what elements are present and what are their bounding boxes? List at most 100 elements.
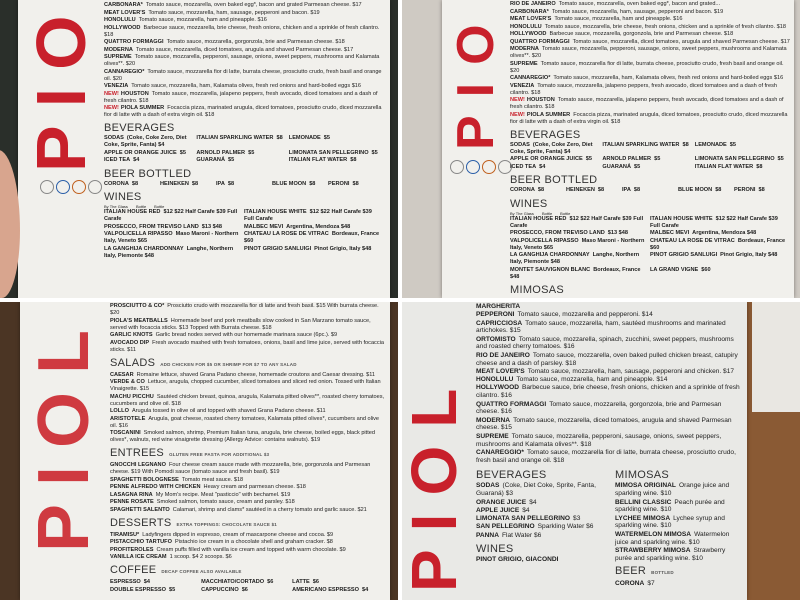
item-name: SPAGHETTI BOLOGNESE	[110, 476, 179, 483]
item-description: $6	[312, 579, 319, 585]
item-name: TIRAMISU*	[110, 531, 140, 538]
item-description: Strawberry purée and sparkling wine. $10	[615, 546, 726, 562]
wine-header: By The Glass Bottle Bottle	[104, 204, 384, 209]
menu-item: CARBONARA* Tomato sauce, mozzarella, ham,…	[510, 9, 790, 16]
item-name: CARBONARA*	[104, 2, 143, 8]
item-description: Barbecue sauce, brie cheese, fresh onion…	[476, 384, 740, 400]
menu-item: QUATTRO FORMAGGI Tomato sauce, mozzarella…	[104, 39, 384, 46]
item-name: CARBONARA*	[510, 8, 549, 15]
item-name: SODAS	[476, 482, 500, 490]
item-name: LEMONADE	[288, 135, 321, 141]
item-name: STRAWBERRY MIMOSA	[615, 546, 691, 554]
item-name: MALBEC MEVI	[650, 230, 690, 236]
item-name: BLUE MOON	[272, 180, 307, 187]
wine-header-label: By The Glass	[510, 210, 534, 216]
item-name: AMERICANO ESPRESSO	[292, 586, 359, 593]
menu-item: HONOLULU Tomato sauce, mozzarella, ham an…	[104, 17, 384, 24]
item-description: $4	[133, 157, 140, 163]
item-description: $8	[715, 187, 722, 193]
item-name: VENEZIA	[104, 83, 129, 89]
item-description: $5	[323, 135, 331, 141]
wine-header-label: Bottle	[560, 210, 571, 216]
item-description: Pinot Grigio, Italy $48	[314, 245, 372, 252]
item-name: MODERNA	[476, 416, 511, 424]
new-badge: NEW!	[510, 97, 525, 103]
item-description: $8	[352, 180, 359, 187]
section-title-text: BEVERAGES	[476, 469, 547, 482]
menu-item: CANNAREGIO* Tomato sauce, mozzarella, ham…	[510, 75, 790, 82]
menu-section: PROSCIUTTO & CO* Prosciutto crudo with mo…	[110, 303, 386, 354]
item-name: PROFITEROLES	[110, 546, 154, 553]
menu-item: QUATTRO FORMAGGI Tomato sauce, mozzarella…	[510, 39, 790, 46]
menu-item: LIMONATA SAN PELLEGRINO $3	[476, 515, 603, 523]
item-name: APPLE JUICE	[476, 506, 520, 514]
menu-item: AMERICANO ESPRESSO $4	[292, 587, 383, 594]
item-description: Tomato sauce, mozzarella, oven baked egg…	[558, 1, 721, 7]
item-name: HEINEKEN	[160, 180, 189, 187]
item-name: VALPOLICELLA RIPASSO	[104, 231, 173, 237]
item-description: $8	[633, 187, 641, 193]
item-list: MIMOSA ORIGINAL Orange juice and sparklin…	[615, 482, 742, 562]
item-list: PINOT GRIGIO, GIACONDI	[476, 556, 603, 564]
section-note: DECAF COFFEE ALSO AVAILABLE	[161, 569, 242, 574]
item-name: MIMOSA ORIGINAL	[615, 482, 676, 490]
menu-item: MODERNA Tomato sauce, mozzarella, diced t…	[104, 47, 384, 54]
item-name: ITALIAN SPARKLING WATER	[602, 141, 680, 148]
item-description: Smoked salmon, shrimp, Premium Italian t…	[110, 430, 376, 443]
item-description: Peach purée and sparkling wine. $10	[615, 498, 725, 514]
photo-bottom-left: PIOL PROSCIUTTO & CO* Prosciutto crudo wi…	[0, 302, 398, 600]
item-description: Langhe, Northern Italy, Piemonte $48	[510, 252, 640, 265]
item-description: $8	[682, 141, 689, 148]
menu-content: CARBONARA* Tomato sauce, mozzarella, oven…	[104, 2, 384, 260]
menu-item: CHATEAU LA ROSE DE VITRAC Bordeaux, Franc…	[650, 238, 790, 252]
item-name: PENNE ALFREDO WITH CHICKEN	[110, 484, 201, 490]
item-name: MARGHERITA	[476, 303, 521, 310]
item-description: Tomato sauce, mozzarella, jalapeno peppe…	[510, 82, 777, 96]
item-name: LEMONADE	[694, 141, 727, 148]
item-name: PERONI	[328, 180, 350, 187]
item-description: Maso Maroni - Northern Italy, Veneto $65	[104, 231, 239, 244]
new-badge: NEW!	[104, 90, 119, 97]
menu-item: CANNAREGIO* Tomato sauce, mozzarella fior…	[104, 69, 384, 83]
section-note: EXTRA TOPPINGS: CHOCOLATE SAUCE $1	[176, 521, 277, 527]
menu-section: DESSERTS EXTRA TOPPINGS: CHOCOLATE SAUCE …	[110, 517, 386, 562]
menu-item: ITALIAN HOUSE RED $12 $22 Half Carafe $39…	[510, 216, 650, 230]
menu-item: CORONA $7	[615, 580, 742, 588]
section-title-text: COFFEE	[110, 564, 157, 576]
menu-item: APPLE JUICE $4	[476, 507, 603, 515]
item-name: HONOLULU	[476, 376, 514, 384]
item-description: Tomato sauce, mozzarella, ham, sausage, …	[148, 9, 320, 16]
item-name: RIO DE JANEIRO	[476, 351, 530, 359]
section-note: ADD CHICKEN FOR $5 OR SHRIMP FOR $7 TO A…	[160, 361, 297, 367]
menu-item: QUATTRO FORMAGGI Tomato sauce, mozzarella…	[476, 401, 742, 417]
section-note: BOTTLED	[651, 570, 674, 576]
item-list: ESPRESSO $4 MACCHIATO/CORTADO $6 LATTE $6 DOUB…	[110, 579, 386, 594]
menu-item: PIOLA'S MEATBALLS Homemade beef and pork …	[110, 318, 386, 332]
item-description: Tomato sauce, mozzarella, ham and pineap…	[516, 376, 668, 384]
item-name: SAN PELLEGRINO	[476, 523, 535, 531]
wine-header: By The Glass Bottle Bottle	[510, 211, 790, 216]
item-name: GUARANÁ	[196, 157, 225, 163]
item-description: Tomato sauce, mozzarella fior di latte, …	[104, 68, 382, 82]
menu-item: SUPREME Tomato sauce, mozzarella fior di …	[510, 61, 790, 75]
menu-item: IPA $8	[622, 187, 678, 194]
item-list: CARBONARA* Tomato sauce, mozzarella, oven…	[104, 2, 384, 119]
item-name: HONOLULU	[510, 23, 542, 30]
item-name: QUATTRO FORMAGGI	[104, 39, 164, 45]
section-note: GLUTEN FREE PASTA FOR ADDITIONAL $3	[169, 452, 270, 457]
wine-header-label: Bottle	[135, 204, 147, 209]
section-title: ENTREES GLUTEN FREE PASTA FOR ADDITIONAL …	[110, 447, 386, 461]
item-name: VANILLA ICE CREAM	[110, 554, 167, 560]
item-description: Prosciutto crudo with mozzarella fior di…	[110, 303, 379, 316]
menu-item: GUARANÁ $5	[196, 157, 288, 164]
menu-item: LA GANGHIJA CHARDONNAY Langhe, Northern I…	[104, 246, 244, 260]
section-title-text: BEER	[615, 565, 647, 578]
menu-section: BEVERAGES SODAS (Coke, Coke Zero, Diet Cok…	[510, 129, 790, 172]
menu-item: PANNA Flat Water $6	[476, 532, 603, 540]
menu-item: ESPRESSO $4	[110, 579, 201, 586]
section-title-text: MIMOSAS	[510, 284, 565, 296]
item-description: $5	[585, 156, 592, 162]
item-list: PROSCIUTTO & CO* Prosciutto crudo with mo…	[110, 303, 386, 354]
item-description: Flat Water $6	[501, 531, 542, 539]
menu-item: LYCHEE MIMOSA Lychee syrup and sparkling …	[615, 515, 742, 531]
